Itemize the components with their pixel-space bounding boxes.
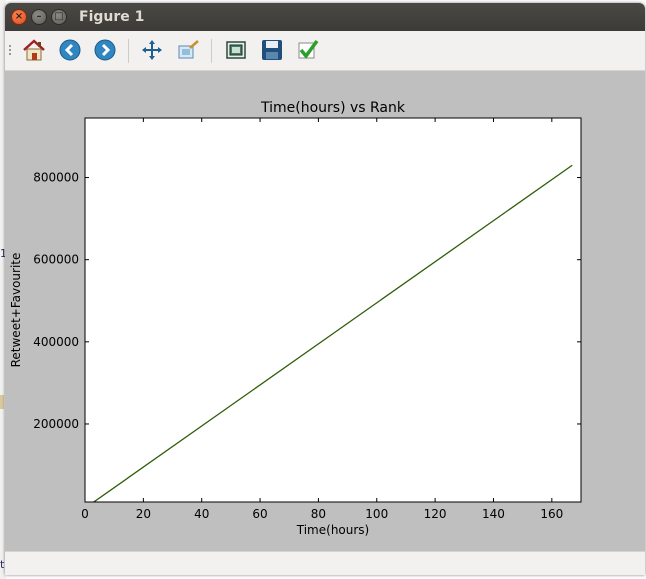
y-tick-label: 800000 — [33, 171, 79, 185]
background-highlight — [0, 395, 4, 409]
x-tick-label: 40 — [194, 507, 209, 521]
x-tick-label: 140 — [482, 507, 505, 521]
x-tick-label: 20 — [136, 507, 151, 521]
configure-subplots-button[interactable] — [223, 37, 249, 63]
toolbar-separator — [211, 39, 212, 63]
x-tick-label: 0 — [81, 507, 89, 521]
title-bar[interactable]: × – □ Figure 1 — [5, 3, 645, 31]
zoom-button[interactable] — [175, 37, 201, 63]
forward-button[interactable] — [92, 37, 118, 63]
figure-canvas[interactable]: 0 20 40 60 80 100 120 140 160 200000 400000 600000 8… — [5, 71, 645, 551]
x-tick-label: 160 — [540, 507, 563, 521]
chart-title: Time(hours) vs Rank — [260, 100, 406, 116]
y-tick-label: 400000 — [33, 335, 79, 349]
figure-window: × – □ Figure 1 — [5, 3, 645, 575]
x-tick-label: 80 — [311, 507, 326, 521]
y-tick-label: 200000 — [33, 417, 79, 431]
toolbar-separator — [128, 39, 129, 63]
configure-subplots-icon — [226, 41, 246, 59]
axes-frame — [84, 117, 582, 503]
back-icon — [59, 39, 81, 61]
maximize-icon[interactable]: □ — [51, 9, 67, 25]
line-chart[interactable]: 0 20 40 60 80 100 120 140 160 200000 400000 600000 8… — [5, 71, 645, 551]
background-text-fragment: 1 — [0, 247, 7, 260]
home-icon — [23, 39, 45, 61]
status-bar — [5, 551, 645, 575]
y-axis-label: Retweet+Favourite — [9, 253, 23, 368]
forward-icon — [94, 39, 116, 61]
edit-parameters-button[interactable] — [295, 37, 321, 63]
x-tick-label: 100 — [365, 507, 388, 521]
save-icon — [262, 40, 282, 60]
x-tick-label: 120 — [424, 507, 447, 521]
series-line — [92, 164, 573, 502]
x-tick-label: 60 — [252, 507, 267, 521]
background-app-edge: 1 t — [0, 0, 7, 579]
back-button[interactable] — [57, 37, 83, 63]
background-text-fragment: t — [0, 558, 5, 571]
navigation-toolbar — [5, 31, 645, 71]
checkmark-icon — [298, 39, 319, 59]
close-icon[interactable]: × — [11, 9, 27, 25]
y-tick-label: 600000 — [33, 253, 79, 267]
save-button[interactable] — [259, 37, 285, 63]
pan-button[interactable] — [139, 37, 165, 63]
minimize-icon[interactable]: – — [31, 9, 47, 25]
window-title: Figure 1 — [79, 9, 145, 25]
pan-icon — [142, 40, 162, 60]
x-axis-label: Time(hours) — [296, 523, 369, 537]
toolbar-grip[interactable] — [9, 45, 11, 57]
home-button[interactable] — [21, 37, 47, 63]
plot-area — [85, 118, 581, 502]
zoom-icon — [178, 40, 199, 59]
